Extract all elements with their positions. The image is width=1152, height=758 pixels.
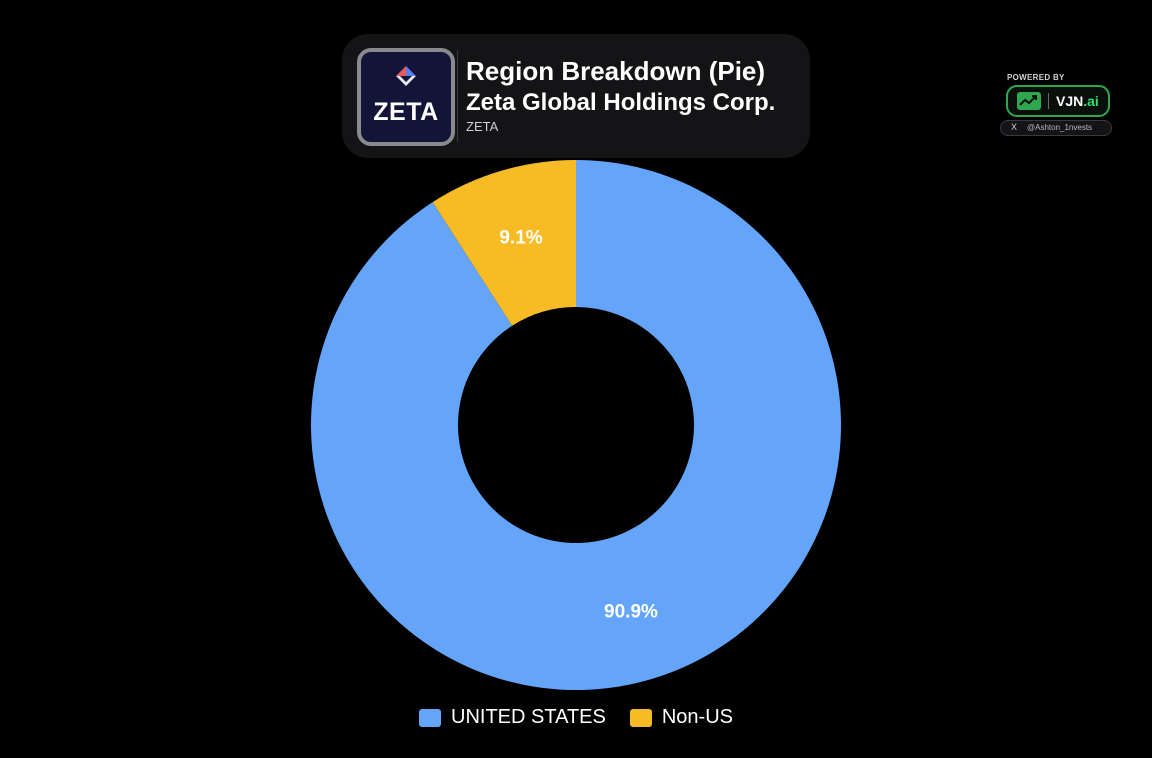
vjn-brand-text: VJN.ai [1056, 93, 1099, 109]
vjn-brand-badge[interactable]: VJN.ai [1006, 85, 1110, 117]
header-divider [457, 50, 458, 142]
company-name: Zeta Global Holdings Corp. [466, 89, 776, 116]
powered-by-label: POWERED BY [1007, 73, 1065, 82]
legend-swatch-united-states [419, 708, 442, 727]
zeta-diamond-icon [396, 66, 416, 86]
company-logo: ZETA [357, 48, 455, 146]
legend-label-non-us: Non-US [661, 706, 733, 728]
header-card: ZETA Region Breakdown (Pie) Zeta Global … [342, 34, 810, 158]
social-handle: @Ashton_1nvests [1027, 123, 1093, 132]
brand-main: VJN [1056, 93, 1084, 109]
logo-text: ZETA [373, 98, 439, 126]
chart-title: Region Breakdown (Pie) [466, 56, 766, 86]
x-logo-icon: X [1011, 122, 1018, 132]
brand-accent: .ai [1083, 93, 1099, 109]
pie-slice-united-states[interactable] [310, 160, 841, 690]
badge-separator [1048, 93, 1049, 109]
social-handle-badge[interactable]: X @Ashton_1nvests [1000, 120, 1112, 136]
pie-slice-non-us[interactable] [432, 160, 576, 326]
legend-item-non-us[interactable]: Non-US [629, 706, 733, 729]
slice-label-united-states: 90.9% [604, 602, 658, 623]
chart-legend: UNITED STATES Non-US [0, 706, 1152, 729]
legend-swatch-non-us [629, 708, 652, 727]
trending-chart-icon [1017, 92, 1041, 110]
legend-item-united-states[interactable]: UNITED STATES [419, 706, 606, 729]
slice-label-non-us: 9.1% [499, 227, 542, 248]
ticker-symbol: ZETA [466, 119, 499, 134]
legend-label-united-states: UNITED STATES [451, 706, 606, 728]
